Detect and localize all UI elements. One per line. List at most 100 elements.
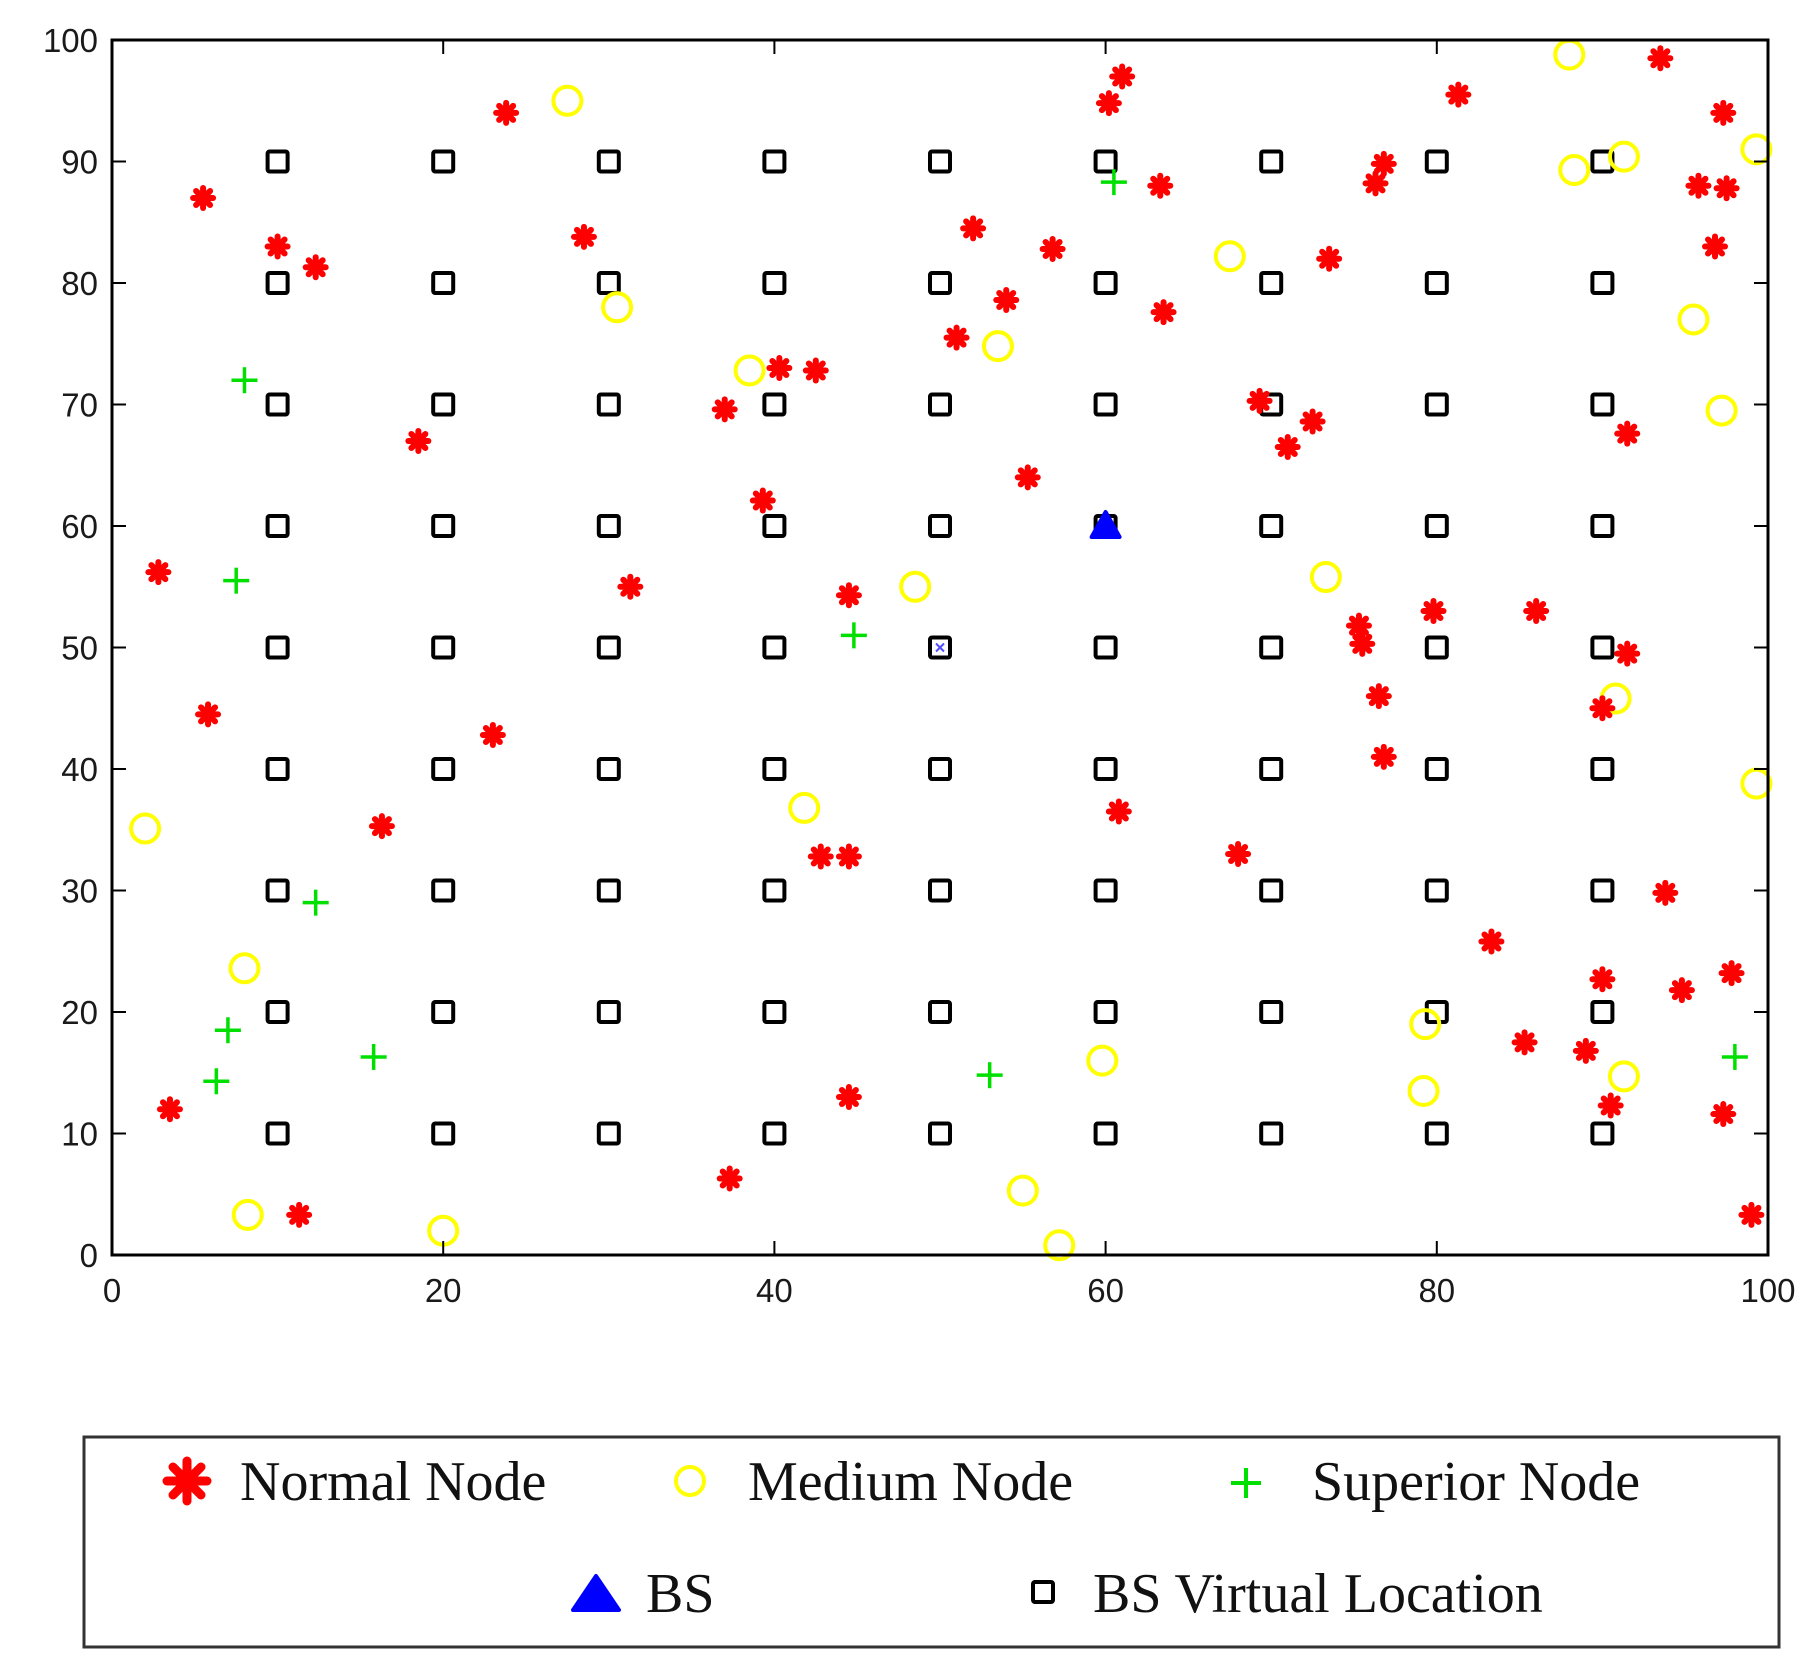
medium-node-point (1086, 1044, 1119, 1077)
bs-virtual-location-point (1424, 514, 1449, 538)
x-tick-label: 60 (1087, 1272, 1124, 1309)
bs-virtual-location-point (596, 1000, 621, 1024)
normal-node-point (1652, 879, 1679, 906)
bs-point (1089, 510, 1122, 539)
bs-virtual-location-point (431, 1121, 456, 1146)
normal-node-point (943, 324, 970, 351)
bs-virtual-location-point (1093, 149, 1118, 174)
normal-node-point (1478, 928, 1505, 955)
bs-virtual-location-point (1590, 757, 1615, 781)
legend-normal-node-label: Normal Node (240, 1451, 546, 1513)
normal-node-point (1109, 63, 1136, 90)
y-tick-label: 90 (61, 144, 98, 181)
normal-node-point (405, 427, 432, 454)
medium-node-point (1607, 140, 1640, 173)
bs-virtual-location-point (596, 514, 621, 538)
bs-virtual-location-point (1259, 149, 1284, 174)
superior-node-point (840, 622, 867, 649)
bs-virtual-location-point (1093, 271, 1118, 295)
normal-node-point (1738, 1201, 1765, 1228)
bs-virtual-location-point (1259, 1000, 1284, 1024)
bs-virtual-location-point (431, 271, 456, 295)
bs-virtual-location-point (762, 514, 787, 538)
normal-node-point (1710, 99, 1737, 126)
legend-box (82, 1435, 1781, 1649)
legend-bs-virtual-location-marker (1031, 1580, 1055, 1604)
medium-node-point (1309, 561, 1342, 594)
normal-node-point (1362, 170, 1389, 197)
bs-virtual-location-point (1424, 878, 1449, 903)
normal-node-point (1274, 434, 1301, 461)
bs-virtual-location-point (596, 149, 621, 174)
legend-medium-node-label: Medium Node (748, 1451, 1073, 1513)
normal-node-point (1365, 683, 1392, 710)
bs-virtual-location-point (762, 635, 787, 660)
normal-node-point (1420, 598, 1447, 625)
bs-virtual-location-point (1424, 635, 1449, 660)
bs-virtual-location-point (928, 1000, 952, 1024)
legend-medium-node-marker (674, 1465, 706, 1497)
normal-node-point (1572, 1037, 1599, 1064)
bs-virtual-location-point (1590, 1000, 1615, 1024)
medium-node-point (1213, 240, 1246, 273)
normal-node-point (1345, 612, 1372, 639)
x-tick-label: 100 (1740, 1272, 1795, 1309)
normal-node-point (264, 233, 291, 260)
y-tick-label: 30 (61, 873, 98, 910)
x-tick-label: 0 (103, 1272, 121, 1309)
medium-node-point (228, 952, 261, 985)
bs-virtual-location-point (265, 635, 290, 660)
bs-virtual-location-point (928, 514, 952, 538)
superior-node-point (360, 1043, 387, 1070)
y-tick-label: 50 (61, 630, 98, 667)
normal-node-point (1589, 966, 1616, 993)
bs-virtual-location-point (1259, 514, 1284, 538)
bs-virtual-location-point (762, 757, 787, 781)
medium-node-point (1407, 1074, 1440, 1107)
medium-node-point (1043, 1229, 1076, 1262)
legend-bs-virtual-location-label: BS Virtual Location (1093, 1563, 1543, 1625)
normal-node-point (145, 559, 172, 586)
superior-node-point (203, 1068, 230, 1095)
legend-superior-node-label: Superior Node (1312, 1451, 1640, 1513)
y-tick-label: 60 (61, 508, 98, 545)
normal-node-point (1105, 798, 1132, 825)
medium-node-point (1006, 1174, 1039, 1207)
bs-virtual-location-point (762, 1000, 787, 1024)
bs-virtual-location-point (1590, 1121, 1615, 1146)
bs-virtual-location-point (596, 635, 621, 660)
bs-virtual-location-point (431, 514, 456, 538)
bs-virtual-location-point (762, 149, 787, 174)
normal-node-point (1150, 299, 1177, 326)
bs-virtual-location-point (265, 514, 290, 538)
bs-virtual-location-point (1590, 271, 1615, 295)
bs-virtual-location-point (1590, 514, 1615, 538)
normal-node-point (1147, 172, 1174, 199)
bs-virtual-location-point (265, 878, 290, 903)
medium-node-point (788, 791, 821, 824)
superior-node-point (302, 889, 329, 916)
normal-node-point (1597, 1092, 1624, 1119)
medium-node-point (1705, 394, 1738, 427)
normal-node-point (195, 701, 222, 728)
bs-virtual-location-point (1259, 635, 1284, 660)
bs-virtual-location-point (1259, 271, 1284, 295)
medium-node-point (1740, 133, 1773, 166)
normal-node-point (835, 843, 862, 870)
normal-node-point (1370, 150, 1397, 177)
bs-virtual-location-point (265, 757, 290, 781)
bs-virtual-location-point (928, 757, 952, 781)
normal-node-point (1014, 464, 1041, 491)
bs-virtual-location-point (1590, 635, 1615, 660)
bs-virtual-location-point (928, 635, 952, 660)
medium-node-point (1607, 1060, 1640, 1093)
y-tick-label: 10 (61, 1116, 98, 1153)
superior-node-point (1721, 1043, 1748, 1070)
normal-node-point (835, 582, 862, 609)
normal-node-point (1370, 743, 1397, 770)
legend-normal-node-marker (162, 1456, 212, 1506)
bs-virtual-location-point (431, 1000, 456, 1024)
normal-node-point (993, 287, 1020, 314)
legend-superior-node-marker (1231, 1468, 1261, 1498)
